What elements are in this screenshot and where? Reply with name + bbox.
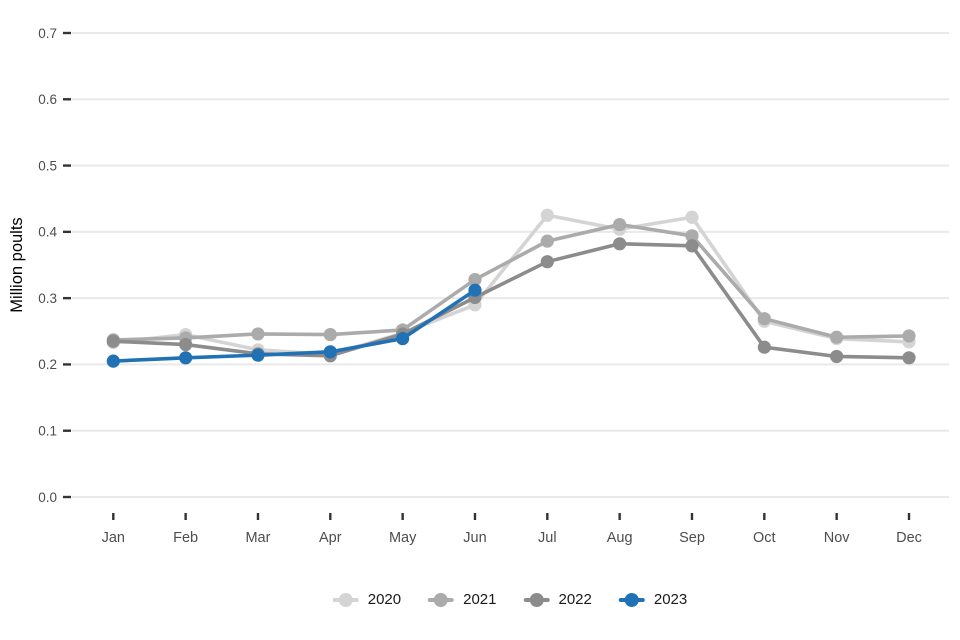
legend-item-2023: 2023 [618,591,688,608]
data-point-2023-Jun [468,283,482,297]
x-tick-label: Dec [896,530,922,546]
data-point-2021-Jun [468,272,482,287]
data-point-2022-Aug [613,237,627,251]
data-point-2022-Sep [685,239,699,253]
data-point-2023-Mar [251,348,265,362]
x-tick-label: Apr [319,530,342,546]
legend-marker-2021 [428,592,455,607]
data-point-2020-Jul [540,208,554,222]
data-point-2021-Apr [323,328,337,342]
y-tick-label: 0.5 [38,158,57,173]
x-tick-label: May [389,530,417,546]
data-point-2021-Dec [902,329,916,343]
series-line-2021 [111,222,911,342]
legend-dot-2020 [338,592,353,607]
x-tick-label: Aug [607,530,633,546]
data-point-2021-Oct [757,312,771,326]
x-tick-label: Jul [538,530,557,546]
legend-dot-2022 [529,592,544,607]
legend-label-2021: 2021 [463,591,497,608]
x-tick-label: Sep [679,530,705,546]
data-point-2022-Nov [830,349,844,364]
x-tick-label: Feb [173,530,198,546]
legend-item-2020: 2020 [332,591,402,608]
y-tick-label: 0.7 [38,26,57,41]
y-tick-label: 0.1 [38,424,57,439]
data-point-2022-Feb [179,337,193,352]
legend-marker-2023 [618,592,645,607]
data-point-2022-Jul [540,255,554,269]
legend-dot-2021 [434,592,449,607]
y-tick-label: 0.3 [38,291,57,306]
data-point-2021-Mar [251,327,265,341]
data-point-2021-Sep [685,229,699,243]
y-axis-title: Million poults [8,217,26,312]
data-point-2023-May [396,331,410,346]
legend-label-2023: 2023 [653,591,688,608]
x-tick-label: Mar [245,530,270,546]
legend-label-2020: 2020 [367,591,402,608]
y-tick-label: 0.4 [38,225,57,240]
series-line-2023 [111,288,477,363]
x-tick-label: Oct [753,530,776,546]
y-tick-label: 0.0 [38,490,57,505]
legend: 2020 2021 2022 2023 [332,591,688,608]
data-point-2021-Aug [613,217,627,232]
x-tick-label: Nov [824,530,851,546]
legend-marker-2022 [523,592,550,607]
data-point-2022-Dec [902,351,916,365]
data-point-2020-Sep [685,210,699,224]
series-line-2022 [111,241,911,360]
data-point-2022-Oct [757,340,771,354]
x-tick-label: Jan [102,530,125,546]
data-point-2021-Nov [830,330,844,344]
legend-dot-2023 [624,592,639,607]
legend-label-2022: 2022 [558,591,592,608]
legend-item-2021: 2021 [428,591,497,608]
data-point-2023-Jan [106,354,120,368]
legend-marker-2020 [332,592,359,607]
data-point-2023-Feb [179,351,193,365]
legend-item-2022: 2022 [523,591,592,608]
y-tick-label: 0.6 [38,92,57,107]
x-tick-label: Jun [463,530,486,546]
data-point-2021-Jul [540,234,554,248]
data-point-2023-Apr [323,345,337,359]
data-point-2022-Jan [106,334,120,348]
y-tick-label: 0.2 [38,357,57,372]
